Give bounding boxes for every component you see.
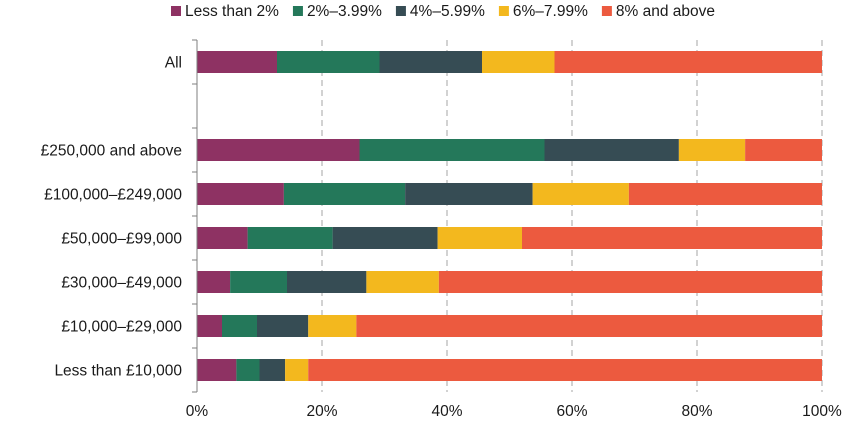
legend-label: Less than 2% [185, 3, 279, 20]
bar-segment [405, 183, 533, 205]
bar-segment [197, 183, 284, 205]
bar-segment [230, 271, 287, 293]
bar-segment [522, 227, 822, 249]
bar-segment [285, 359, 309, 381]
bar-segment [366, 271, 439, 293]
bar-segment [437, 227, 522, 249]
legend-swatch [395, 6, 406, 16]
legend: Less than 2% 2%–3.99% 4%–5.99% 6%–7.99% 8% a… [171, 3, 715, 20]
bar-segment [745, 139, 822, 161]
bar-segment [197, 359, 237, 381]
x-tick-label: 40% [431, 403, 462, 420]
bar-segment [438, 271, 822, 293]
bar-segment [222, 315, 257, 337]
bar-segment [197, 51, 277, 73]
x-tick-label: 0% [186, 403, 209, 420]
legend-label: 4%–5.99% [410, 3, 485, 20]
category-label: Less than £10,000 [54, 363, 182, 380]
category-label: £10,000–£29,000 [61, 319, 182, 336]
x-tick-label: 80% [681, 403, 712, 420]
bar-segment [554, 51, 822, 73]
bar-segment [257, 315, 309, 337]
x-tick-labels: 0% 20% 40% 60% 80% 100% [186, 403, 842, 420]
bar-segment [532, 183, 629, 205]
bar-segment [236, 359, 260, 381]
bar-segment [482, 51, 555, 73]
legend-swatch [171, 6, 181, 16]
bar-segment [379, 51, 482, 73]
legend-label: 2%–3.99% [307, 3, 382, 20]
axes [192, 39, 198, 393]
bar-segment [308, 359, 822, 381]
bar-segment [332, 227, 438, 249]
x-tick-label: 20% [306, 403, 337, 420]
bar-segment [259, 359, 286, 381]
bar-segment [197, 271, 231, 293]
bar-segment [356, 315, 822, 337]
bar-segment [544, 139, 679, 161]
category-label: £30,000–£49,000 [61, 275, 182, 292]
bar-segment [197, 227, 248, 249]
legend-swatch [498, 6, 509, 16]
bar-segment [678, 139, 746, 161]
bar-segment [359, 139, 545, 161]
bar-segment [287, 271, 367, 293]
x-tick-label: 60% [556, 403, 587, 420]
bar-segment [277, 51, 380, 73]
category-label: £100,000–£249,000 [44, 187, 182, 204]
bar-segment [628, 183, 822, 205]
legend-swatch [601, 6, 612, 16]
bar-segment [308, 315, 357, 337]
category-label: £250,000 and above [41, 143, 182, 160]
legend-swatch [292, 6, 303, 16]
bar-segment [197, 139, 360, 161]
category-label: £50,000–£99,000 [61, 231, 182, 248]
bar-segment [197, 315, 222, 337]
legend-label: 8% and above [616, 3, 715, 20]
category-labels: All £250,000 and above £100,000–£249,000 £5… [41, 55, 183, 380]
bar-segment [283, 183, 406, 205]
legend-label: 6%–7.99% [513, 3, 588, 20]
gridlines [321, 40, 823, 392]
category-label: All [165, 55, 182, 72]
bar-segment [247, 227, 333, 249]
x-tick-label: 100% [802, 403, 842, 420]
bars [197, 51, 822, 381]
